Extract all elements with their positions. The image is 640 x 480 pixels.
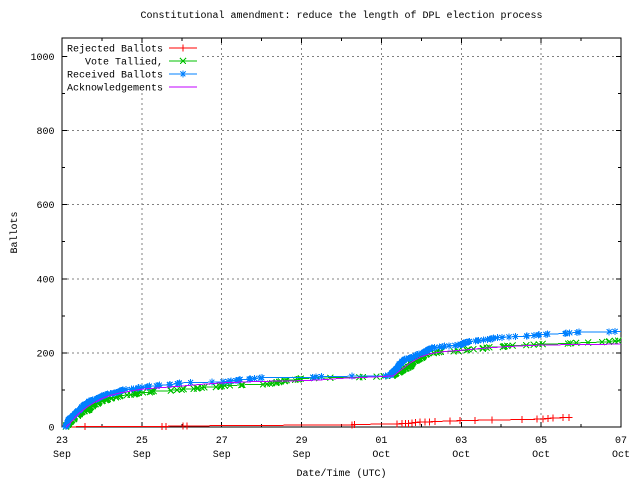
svg-text:Sep: Sep bbox=[133, 450, 151, 461]
svg-text:01: 01 bbox=[375, 436, 387, 447]
svg-text:07: 07 bbox=[615, 436, 627, 447]
svg-text:0: 0 bbox=[48, 424, 54, 435]
svg-text:27: 27 bbox=[216, 436, 228, 447]
svg-text:800: 800 bbox=[36, 127, 54, 138]
svg-text:29: 29 bbox=[296, 436, 308, 447]
svg-text:Ballots: Ballots bbox=[9, 211, 21, 253]
svg-text:Oct: Oct bbox=[372, 450, 390, 461]
svg-text:Constitutional amendment: redu: Constitutional amendment: reduce the len… bbox=[140, 10, 542, 22]
svg-text:1000: 1000 bbox=[30, 53, 54, 64]
svg-text:Vote Tallied,: Vote Tallied, bbox=[85, 57, 163, 69]
svg-text:Received Ballots: Received Ballots bbox=[67, 70, 163, 82]
svg-text:200: 200 bbox=[36, 349, 54, 360]
svg-text:25: 25 bbox=[136, 436, 148, 447]
svg-text:05: 05 bbox=[535, 436, 547, 447]
svg-text:23: 23 bbox=[56, 436, 68, 447]
svg-text:Sep: Sep bbox=[213, 450, 231, 461]
svg-text:Acknowledgements: Acknowledgements bbox=[67, 83, 163, 95]
svg-text:400: 400 bbox=[36, 275, 54, 286]
svg-text:Oct: Oct bbox=[612, 450, 630, 461]
svg-text:Date/Time (UTC): Date/Time (UTC) bbox=[296, 468, 386, 480]
svg-text:Sep: Sep bbox=[293, 450, 311, 461]
svg-text:03: 03 bbox=[455, 436, 467, 447]
svg-text:Oct: Oct bbox=[532, 450, 550, 461]
svg-text:600: 600 bbox=[36, 201, 54, 212]
svg-text:Rejected Ballots: Rejected Ballots bbox=[67, 44, 163, 56]
svg-text:Oct: Oct bbox=[452, 450, 470, 461]
svg-text:Sep: Sep bbox=[53, 450, 71, 461]
